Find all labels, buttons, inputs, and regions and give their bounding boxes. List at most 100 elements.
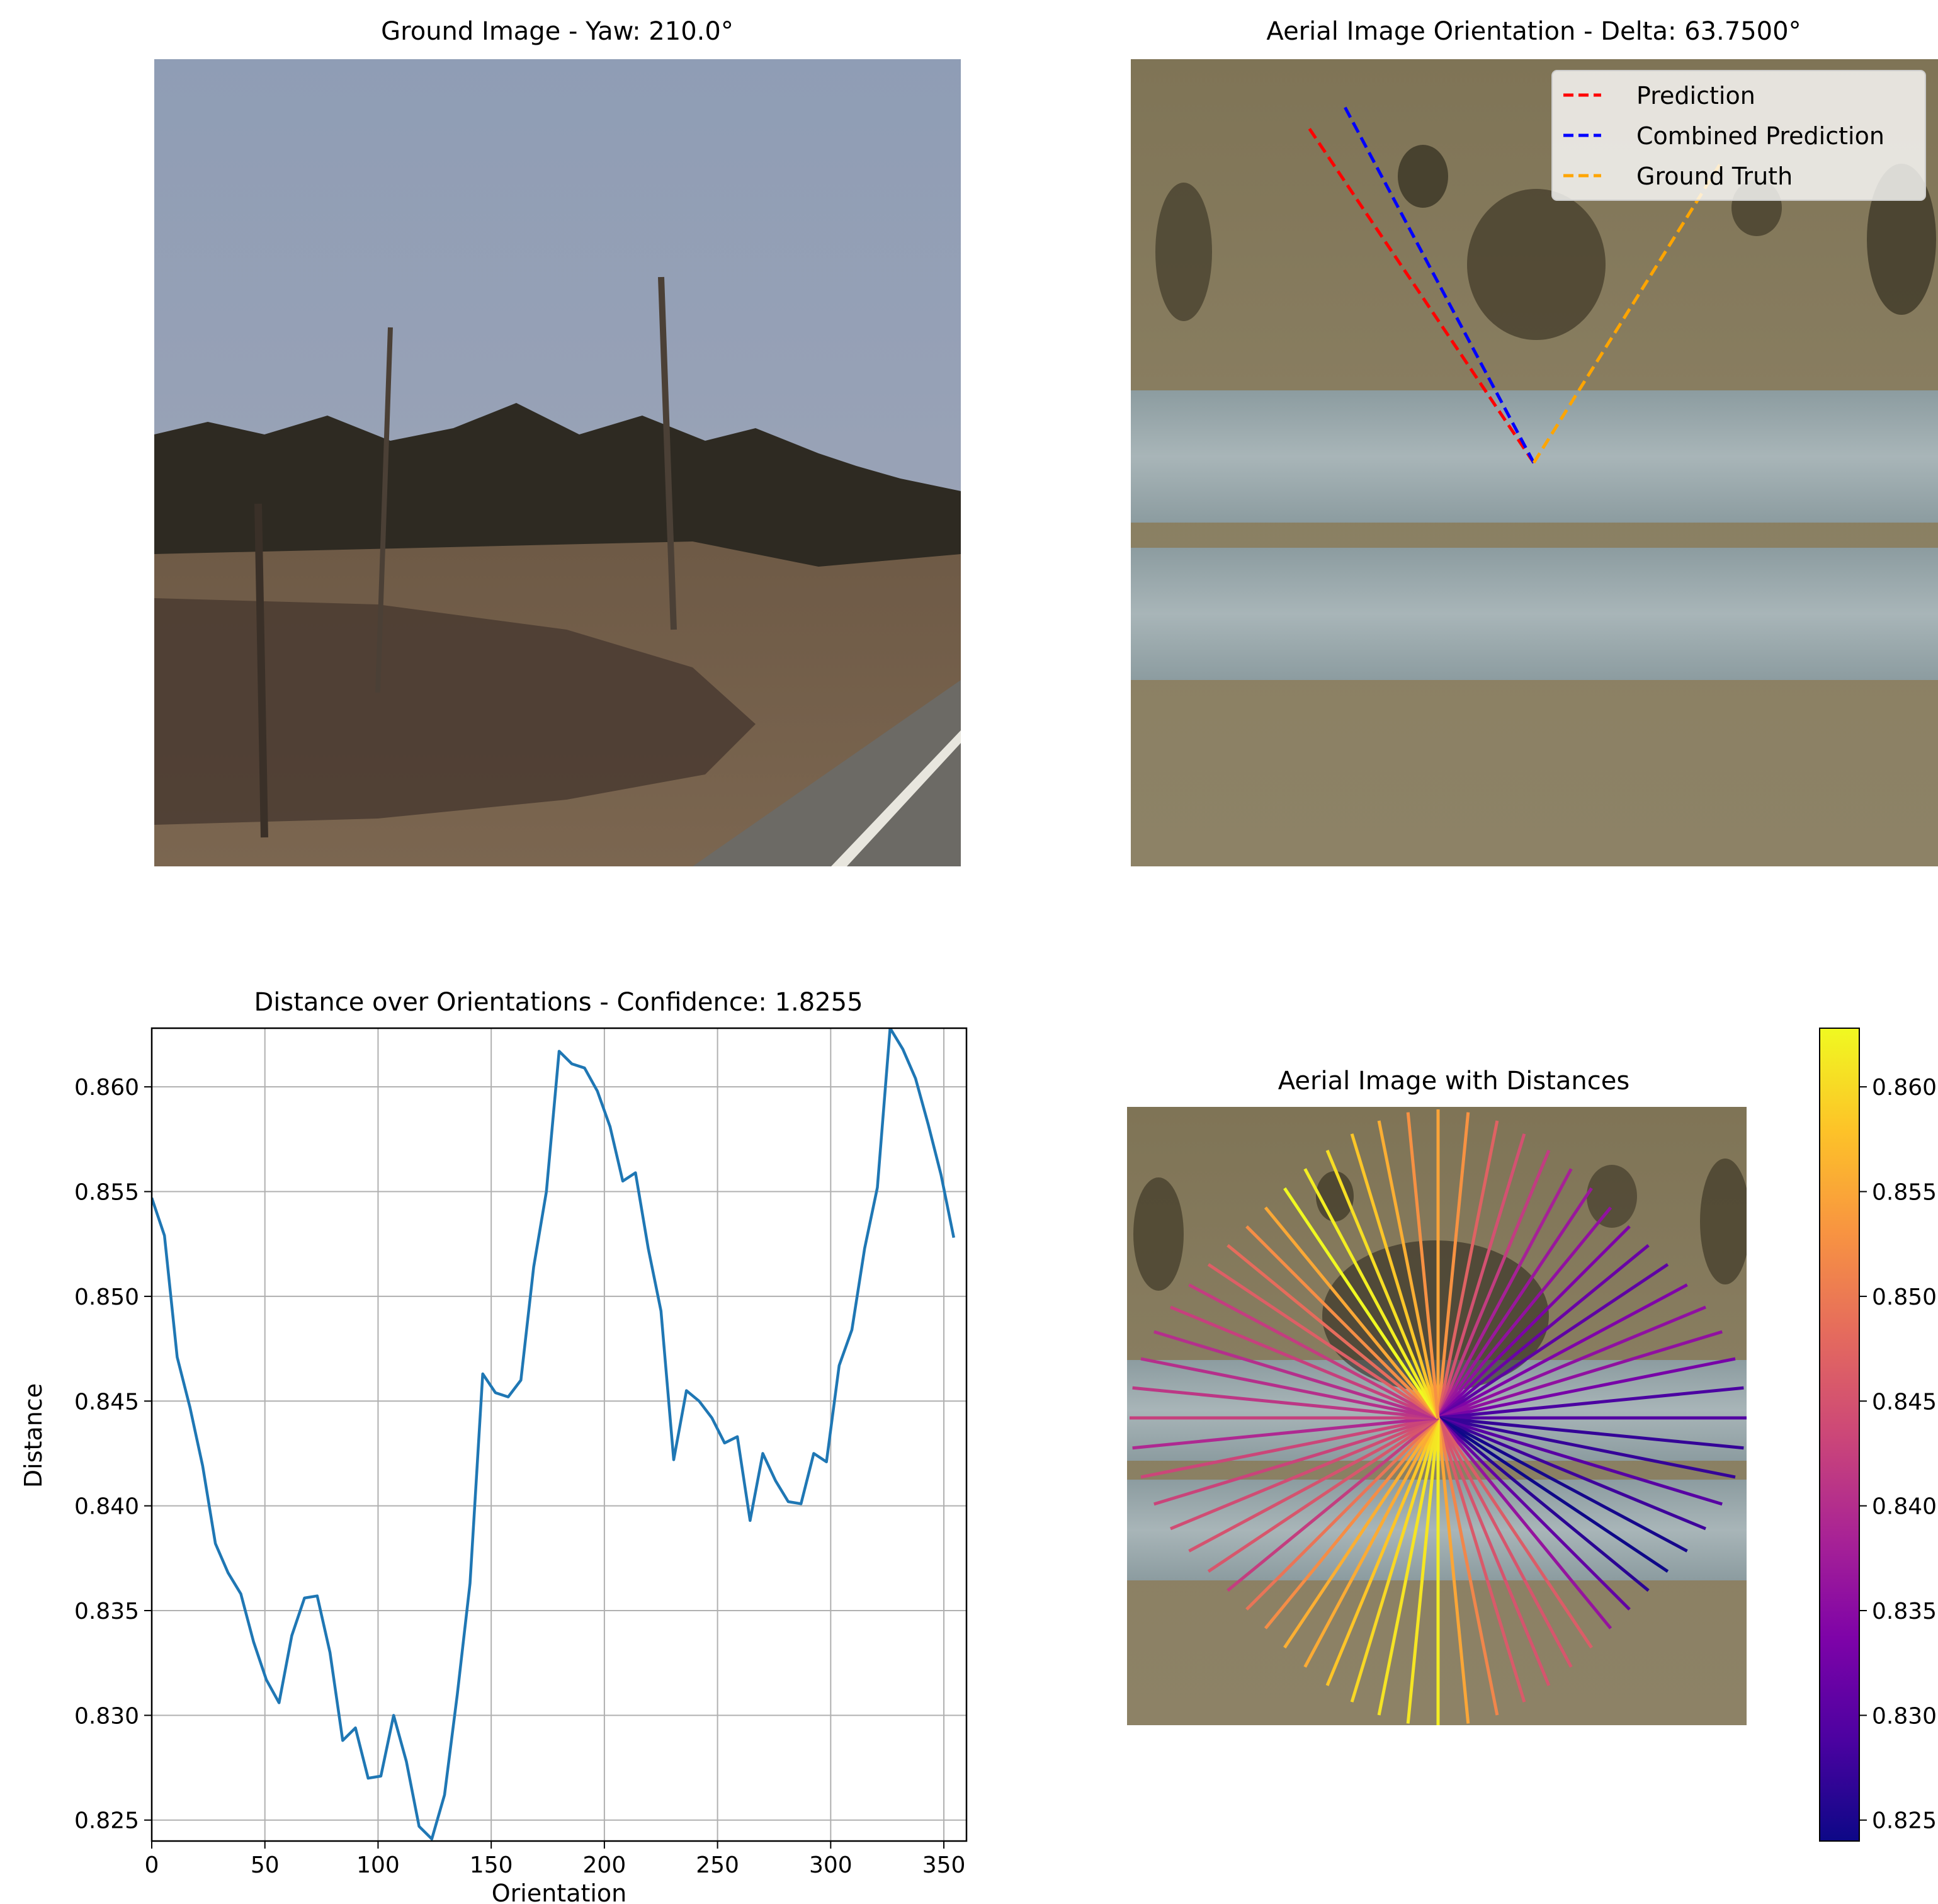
x-tick-label: 200 [583,1852,626,1878]
x-tick-label: 350 [922,1852,966,1878]
y-axis-ticks: 0.825 0.830 0.835 0.840 0.845 0.850 0.855 0.860 [74,1075,152,1834]
distance-ray [1132,1386,1439,1420]
distance-ray [1437,1416,1669,1573]
distance-ray [1436,1120,1499,1419]
distance-ray [1188,1416,1439,1553]
plot-frame [150,1027,968,1842]
distance-ray [1437,1417,1612,1629]
distance-ray [1436,1417,1499,1716]
aerial-image [1131,59,1938,866]
distance-ray [1436,1187,1593,1419]
distance-line [152,1028,956,1840]
distance-ray [1350,1417,1440,1703]
distance-ray [1283,1187,1440,1419]
distance-ray [1406,1417,1440,1724]
y-tick-label: 0.845 [74,1389,139,1415]
colorbar-tick-label: 0.860 [1872,1075,1937,1101]
x-tick-label: 50 [251,1852,280,1878]
legend-ground-truth: Ground Truth [1636,162,1793,190]
y-tick-label: 0.825 [74,1808,139,1834]
y-axis-label: Distance [20,1383,47,1488]
distance-ray [1437,1330,1723,1420]
distance-ray [1437,1263,1669,1420]
distance-ray [1437,1416,1736,1479]
distance-ray [1436,1417,1593,1649]
y-tick-label: 0.830 [74,1703,139,1729]
line-chart: 0 50 100 150 200 250 300 350 0.8250.8300.8350.8… [20,1027,968,1904]
colorbar-tick-label: 0.855 [1872,1180,1937,1206]
y-tick-label: 0.855 [74,1180,139,1206]
panel3-title: Distance over Orientations - Confidence:… [254,988,863,1017]
distance-rays [1130,1109,1747,1725]
colorbar-tick-label: 0.830 [1872,1703,1937,1729]
distance-ray [1153,1416,1439,1506]
distance-ray [1436,1168,1573,1419]
distance-ray [1245,1417,1439,1611]
colorbar-ticks: 0.825 0.830 0.835 0.840 0.845 0.850 0.855 0.860 [1859,1075,1937,1834]
colorbar: 0.825 0.830 0.835 0.840 0.845 0.850 0.855 0.860 [1819,1028,1937,1842]
distance-ray [1436,1417,1573,1668]
distance-ray [1436,1417,1551,1686]
distance-ray [1303,1168,1440,1419]
x-axis-ticks: 0 50 100 150 200 250 300 350 [145,1841,966,1878]
distance-ray [1140,1357,1439,1420]
x-tick-label: 250 [696,1852,739,1878]
distance-ray [1227,1417,1439,1592]
distance-ray [1188,1283,1439,1420]
x-tick-label: 300 [809,1852,853,1878]
distance-ray [1207,1416,1439,1573]
distance-ray [1437,1417,1650,1592]
ground-truth-line [1532,159,1725,464]
y-tick-label: 0.850 [74,1284,139,1310]
colorbar-tick-label: 0.825 [1872,1808,1937,1834]
ground-image [154,59,961,866]
distance-ray [1132,1416,1439,1450]
distance-ray [1325,1417,1440,1686]
distance-ray [1437,1416,1706,1531]
colorbar-tick-label: 0.840 [1872,1494,1937,1520]
distance-ray [1283,1417,1440,1649]
y-tick-label: 0.860 [74,1075,139,1101]
colorbar-tick-label: 0.850 [1872,1284,1937,1310]
distance-ray [1437,1283,1688,1420]
distance-ray [1437,1305,1706,1420]
plot-area [152,1028,966,1841]
distance-ray [1170,1305,1439,1420]
distance-ray [1437,1206,1612,1419]
orientation-lines [1305,106,1725,464]
distance-ray [1437,1416,1744,1450]
distance-ray [1436,1112,1470,1419]
distance-ray [1437,1357,1736,1420]
y-tick-label: 0.835 [74,1599,139,1624]
distance-ray [1153,1330,1439,1420]
x-axis-label: Orientation [492,1879,627,1904]
distance-ray [1437,1416,1688,1553]
distance-ray [1140,1416,1439,1479]
x-tick-label: 100 [356,1852,400,1878]
distance-ray [1437,1225,1631,1419]
panel1-title: Ground Image - Yaw: 210.0° [381,17,734,46]
x-tick-label: 150 [470,1852,513,1878]
distance-ray [1227,1244,1439,1419]
distance-ray [1264,1417,1439,1629]
colorbar-tick-label: 0.835 [1872,1599,1937,1624]
y-tick-label: 0.840 [74,1494,139,1520]
distance-ray [1437,1244,1650,1419]
distance-ray [1170,1416,1439,1531]
legend-combined-prediction: Combined Prediction [1636,122,1884,150]
distance-ray [1436,1150,1551,1419]
distance-ray [1264,1206,1439,1419]
distance-ray [1377,1120,1440,1419]
distance-ray [1436,1133,1526,1419]
panel2-title: Aerial Image Orientation - Delta: 63.750… [1266,17,1801,46]
distance-ray [1437,1386,1744,1420]
distance-ray [1207,1263,1439,1420]
distance-ray [1303,1417,1440,1668]
distance-ray [1245,1225,1439,1419]
legend: Prediction Combined Prediction Ground Tr… [1551,70,1926,201]
distance-ray [1436,1417,1470,1724]
distance-ray [1350,1133,1440,1419]
distance-ray [1325,1150,1440,1419]
distance-ray [1437,1416,1723,1506]
